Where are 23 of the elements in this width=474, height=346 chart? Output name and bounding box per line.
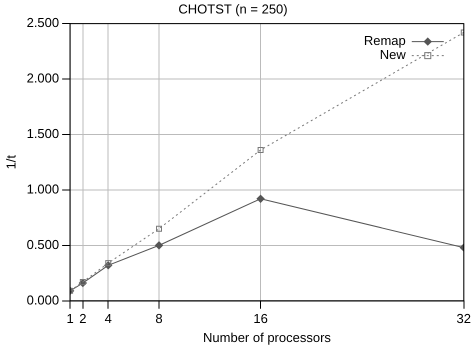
point [155,241,164,250]
y-axis-title: 1/t [3,154,18,170]
y-tick-label: 2.000 [26,70,60,86]
x-tick-label: 2 [79,311,86,326]
x-tick-label: 1 [66,311,74,326]
x-tick-label: 4 [104,311,112,326]
y-tick-label: 1.000 [26,182,60,196]
y-tick-label: 0.000 [26,292,60,308]
y-tick-label: 0.500 [26,236,60,252]
x-tick-label: 8 [155,311,163,326]
point [80,278,86,285]
y-tick-label: 2.500 [26,15,60,30]
point [258,147,264,153]
legend-label: New [380,47,406,62]
chart-title: CHOTST (n = 250) [178,1,288,16]
y-tick-label: 1.500 [26,126,60,142]
legend-label: Remap [364,33,406,48]
x-axis-title: Number of processors [203,330,332,345]
x-tick-label: 16 [253,311,268,326]
x-tick-label: 32 [456,311,472,326]
point [256,194,265,203]
point [105,260,112,266]
point [156,226,162,232]
